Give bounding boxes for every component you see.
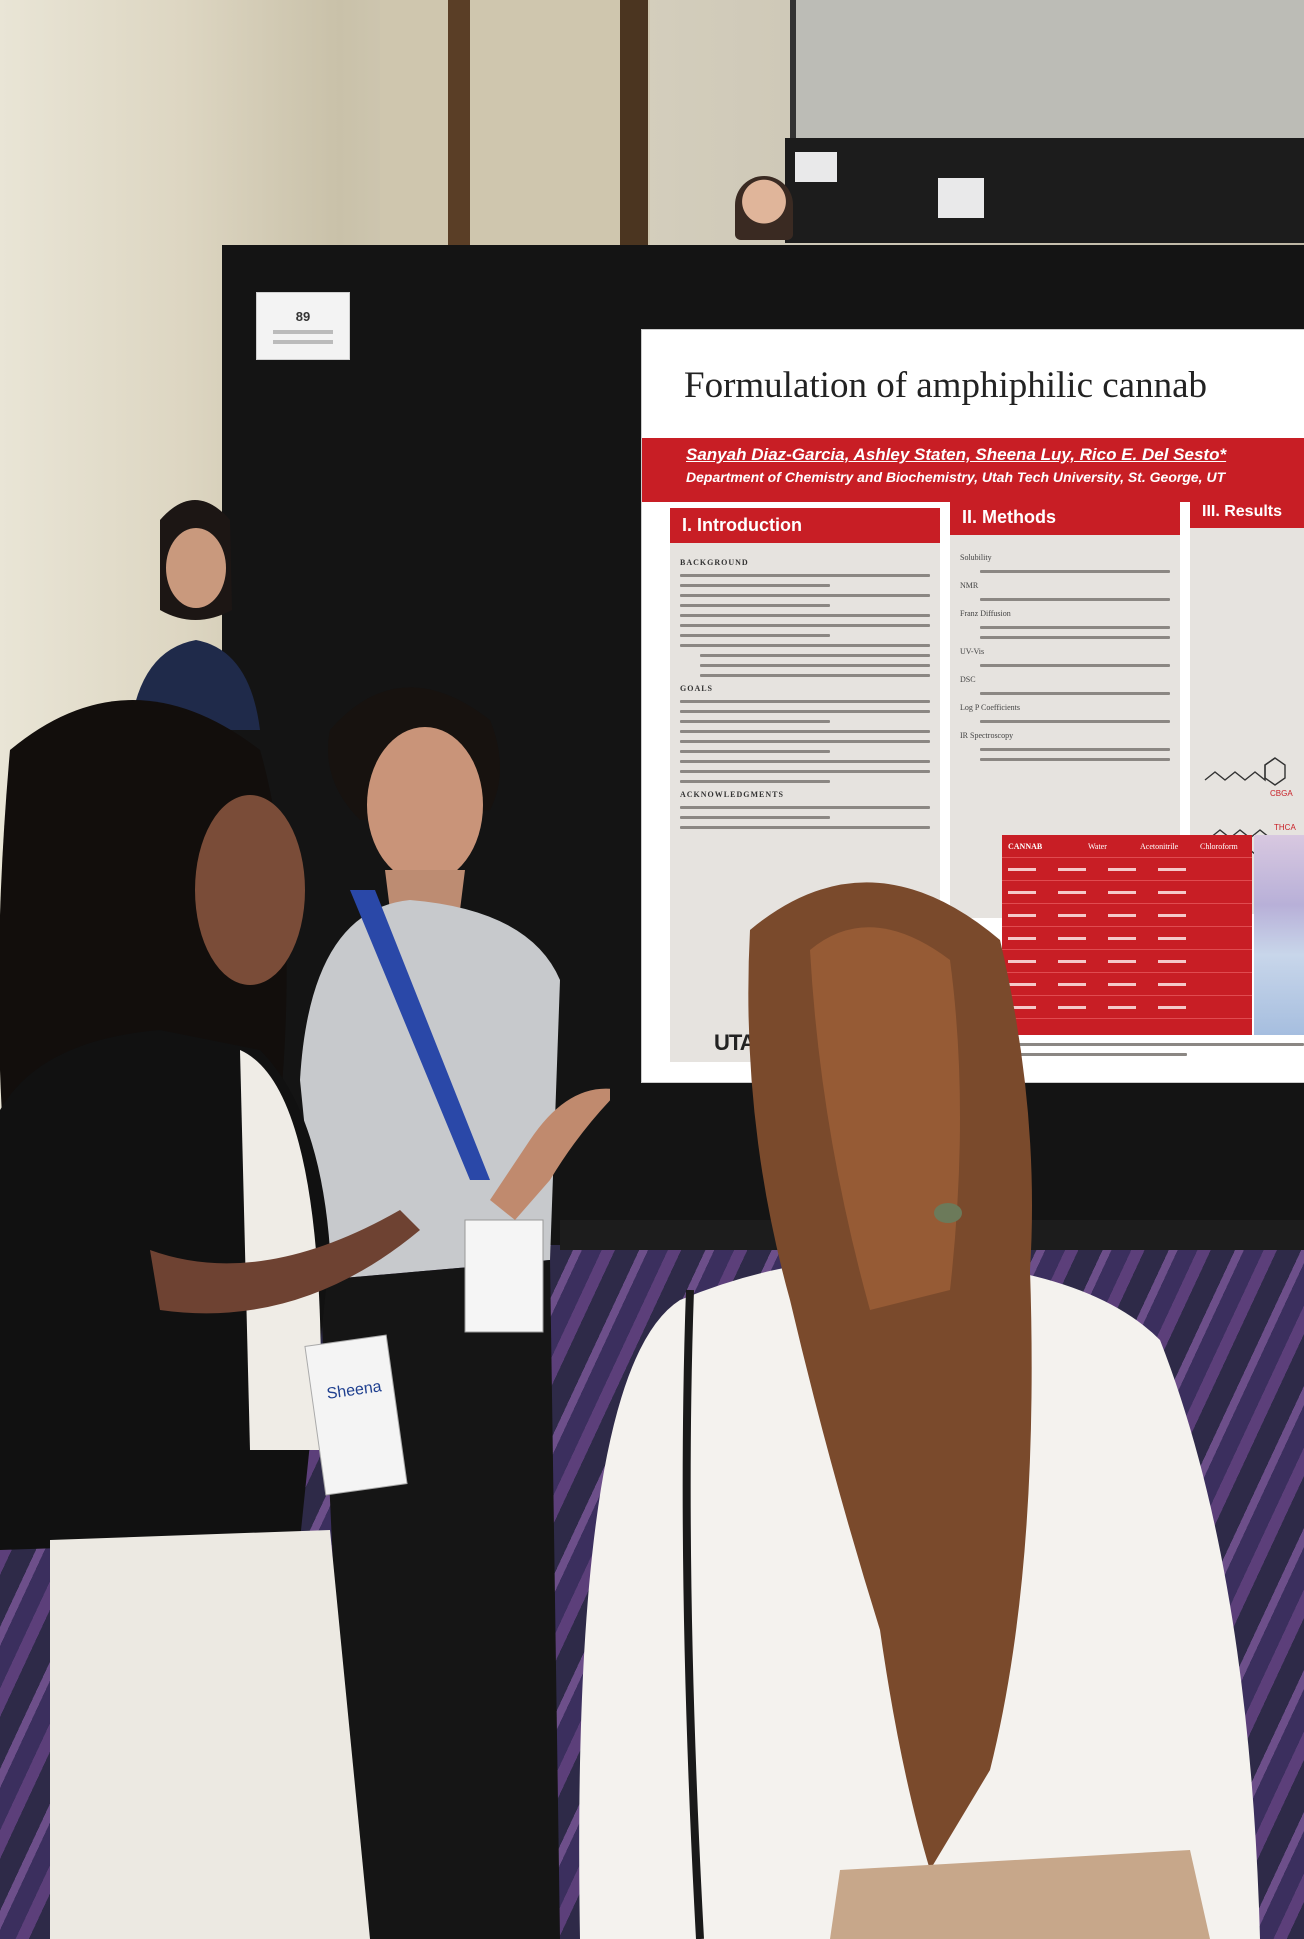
tag-text-line [273, 339, 333, 344]
text-line [680, 806, 930, 809]
woman-brown-hair [579, 882, 1260, 1939]
method-item: UV-Vis [960, 647, 985, 656]
text-line [680, 644, 930, 647]
text-line [680, 634, 830, 637]
intro-heading: I. Introduction [670, 508, 940, 543]
door-frame-left [448, 0, 470, 245]
goals-label: GOALS [680, 684, 714, 693]
text-line [680, 730, 930, 733]
table-row [1002, 904, 1252, 927]
method-item: DSC [960, 675, 976, 684]
methods-heading: II. Methods [950, 500, 1180, 535]
text-line [700, 674, 930, 677]
table-row [1002, 881, 1252, 904]
booth-number: 89 [295, 308, 311, 324]
methods-body: Solubility NMR Franz Diffusion UV-Vis DS… [960, 552, 1170, 768]
back-board-tag [795, 152, 837, 182]
text-line [980, 570, 1170, 573]
text-line [680, 594, 930, 597]
method-item: NMR [960, 581, 979, 590]
woman-curly-hair: Sheena [0, 700, 420, 1939]
results-image [1254, 835, 1304, 1035]
col-header: Chloroform [1200, 841, 1238, 851]
text-line [680, 740, 930, 743]
cbga-label: CBGA [1270, 789, 1293, 798]
text-line [680, 614, 930, 617]
text-line [980, 692, 1170, 695]
author-band [642, 438, 1304, 502]
back-board-tag-2 [938, 178, 984, 218]
text-line [980, 720, 1170, 723]
text-line [680, 604, 830, 607]
text-line [980, 636, 1170, 639]
text-line [680, 710, 930, 713]
poster-title: Formulation of amphiphilic cannab [684, 365, 1208, 406]
back-poster-board [785, 138, 1304, 243]
acknowledgments-label: ACKNOWLEDGMENTS [680, 790, 784, 799]
text-line [980, 664, 1170, 667]
text-line [680, 624, 930, 627]
col-header: Water [1088, 841, 1107, 851]
text-line [680, 700, 930, 703]
row-label: CANNAB [1008, 841, 1043, 851]
method-item: Franz Diffusion [960, 609, 1011, 618]
table-row [1002, 973, 1252, 996]
method-item: Log P Coefficients [960, 703, 1020, 712]
col-header: Acetonitrile [1140, 841, 1179, 851]
door-frame-right [620, 0, 648, 245]
text-line [680, 584, 830, 587]
text-line [680, 760, 930, 763]
booth-number-tag: 89 [256, 292, 350, 360]
method-item: Solubility [960, 553, 992, 562]
text-line [680, 780, 830, 783]
text-line [700, 664, 930, 667]
text-line [980, 758, 1170, 761]
poster-authors: Sanyah Diaz-Garcia, Ashley Staten, Sheen… [686, 445, 1227, 464]
table-row [1002, 950, 1252, 973]
table-row [1002, 996, 1252, 1019]
text-line [980, 748, 1170, 751]
solubility-table: CANNAB Water Acetonitrile Chloroform [1002, 835, 1252, 1035]
results-heading: III. Results [1190, 496, 1304, 528]
text-line [700, 654, 930, 657]
text-line [980, 626, 1170, 629]
poster-department: Department of Chemistry and Biochemistry… [686, 469, 1226, 485]
background-attendee [735, 176, 793, 240]
table-caption [1012, 1036, 1304, 1063]
text-line [680, 720, 830, 723]
method-item: IR Spectroscopy [960, 731, 1014, 740]
intro-body: BACKGROUND GOALS ACKNOWLEDGMENTS [680, 558, 930, 836]
tag-text-line [273, 329, 333, 334]
text-line [680, 816, 830, 819]
text-line [680, 770, 930, 773]
cbga-molecule-icon: CBGA [1204, 757, 1293, 798]
text-line [680, 826, 930, 829]
hair-clip-icon [934, 1203, 962, 1223]
doorway [380, 0, 650, 245]
background-label: BACKGROUND [680, 558, 749, 567]
text-line [680, 750, 830, 753]
back-window [790, 0, 1304, 140]
table-row [1002, 927, 1252, 950]
table-header-row: CANNAB Water Acetonitrile Chloroform [1002, 835, 1252, 858]
text-line [680, 574, 930, 577]
university-logo: UTA [714, 1030, 756, 1055]
text-line [980, 598, 1170, 601]
thca-label: THCA [1274, 823, 1296, 832]
table-row [1002, 858, 1252, 881]
